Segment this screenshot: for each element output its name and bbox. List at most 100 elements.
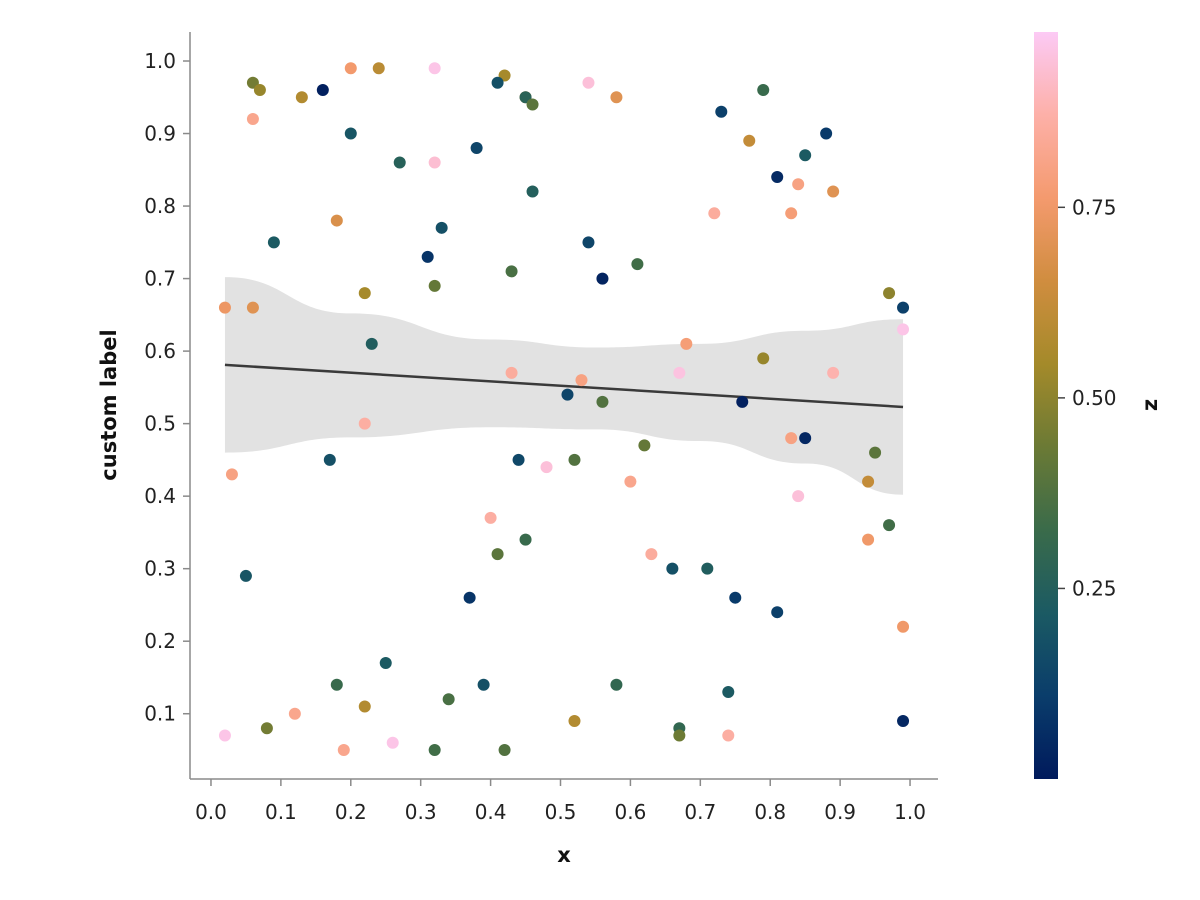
scatter-point-39 (358, 287, 371, 300)
scatter-point-81 (379, 656, 392, 669)
x-tick-label-3: 0.3 (405, 800, 437, 824)
scatter-point-68 (484, 511, 497, 524)
scatter-point-9 (393, 156, 406, 169)
x-tick-label-5: 0.5 (545, 800, 577, 824)
scatter-point-36 (596, 272, 609, 285)
x-tick-label-1: 0.1 (265, 800, 297, 824)
scatter-point-45 (365, 337, 378, 350)
y-tick-label-8: 0.9 (144, 122, 176, 146)
scatter-point-41 (246, 301, 259, 314)
scatter-point-31 (435, 221, 448, 234)
scatter-point-4 (316, 84, 329, 97)
scatter-point-65 (624, 475, 637, 488)
scatter-point-27 (785, 207, 798, 220)
axes: 0.0 0.1 0.2 0.3 0.4 0.5 0.6 0.7 0.8 0.9 1.0 0.1 0.2 0… (144, 32, 938, 824)
scatter-point-93 (897, 714, 910, 727)
scatter-point-43 (897, 301, 910, 314)
x-tick-label-8: 0.8 (754, 800, 786, 824)
scatter-point-83 (610, 678, 623, 691)
scatter-point-22 (799, 149, 812, 162)
scatter-point-33 (582, 236, 595, 249)
scatter-point-26 (827, 185, 840, 198)
scatter-point-30 (330, 214, 343, 227)
y-tick-label-3: 0.4 (144, 484, 176, 508)
scatter-point-24 (771, 171, 784, 184)
scatter-point-78 (729, 591, 742, 604)
x-tick-label-7: 0.7 (684, 800, 716, 824)
scatter-point-54 (736, 395, 749, 408)
scatter-point-56 (785, 432, 798, 445)
scatter-point-97 (337, 743, 350, 756)
y-tick-label-2: 0.3 (144, 557, 176, 581)
scatter-point-11 (470, 142, 483, 155)
y-tick-label-9: 1.0 (144, 49, 176, 73)
scatter-point-90 (260, 722, 273, 735)
scatter-point-47 (673, 366, 686, 379)
scatter-point-77 (463, 591, 476, 604)
scatter-point-57 (799, 432, 812, 445)
scatter-point-34 (421, 250, 434, 263)
scatter-point-42 (883, 287, 896, 300)
scatter-point-40 (218, 301, 231, 314)
scatter-point-28 (708, 207, 721, 220)
colorbar-title: z (1138, 399, 1162, 411)
scatter-point-95 (722, 729, 735, 742)
y-tick-label-7: 0.8 (144, 194, 176, 218)
scatter-point-74 (666, 562, 679, 575)
scatter-point-86 (722, 685, 735, 698)
scatter-point-55 (358, 417, 371, 430)
scatter-point-59 (638, 439, 651, 452)
scatter-point-20 (757, 84, 770, 97)
scatter-point-62 (568, 453, 581, 466)
scatter-point-85 (442, 693, 455, 706)
x-tick-label-4: 0.4 (475, 800, 507, 824)
scatter-point-96 (386, 736, 399, 749)
scatter-point-69 (519, 533, 532, 546)
x-tick-label-0: 0.0 (195, 800, 227, 824)
scatter-point-50 (505, 366, 518, 379)
scatter-point-48 (757, 352, 770, 365)
scatter-point-84 (477, 678, 490, 691)
y-tick-label-1: 0.2 (144, 629, 176, 653)
scatter-point-87 (358, 700, 371, 713)
x-tick-label-6: 0.6 (615, 800, 647, 824)
colorbar-tick-label-1: 0.50 (1072, 386, 1117, 410)
scatter-point-70 (491, 548, 504, 561)
scatter-point-58 (869, 446, 882, 459)
scatter-point-80 (897, 620, 910, 633)
scatter-point-60 (512, 453, 525, 466)
scatter-point-98 (428, 743, 441, 756)
scatter-point-99 (498, 743, 511, 756)
y-tick-label-4: 0.5 (144, 412, 176, 436)
y-axis-title: custom label (97, 329, 121, 480)
scatter-point-52 (561, 388, 574, 401)
x-axis-title: x (557, 843, 571, 867)
scatter-point-44 (897, 323, 910, 336)
scatter-point-63 (323, 453, 336, 466)
y-tick-label-6: 0.7 (144, 267, 176, 291)
scatter-point-3 (295, 91, 308, 104)
scatter-point-37 (631, 258, 644, 271)
scatter-point-61 (540, 461, 553, 474)
plot-area (218, 62, 910, 756)
scatter-point-51 (575, 374, 588, 387)
scatter-point-38 (428, 279, 441, 292)
scatter-point-64 (225, 468, 238, 481)
scatter-point-29 (526, 185, 539, 198)
scatter-point-94 (218, 729, 231, 742)
scatter-point-71 (645, 548, 658, 561)
scatter-point-76 (239, 569, 252, 582)
scatter-point-19 (715, 105, 728, 118)
scatter-point-67 (862, 475, 875, 488)
scatter-point-2 (246, 113, 259, 126)
y-tick-label-5: 0.6 (144, 339, 176, 363)
scatter-point-5 (344, 62, 357, 75)
scatter-point-17 (582, 76, 595, 89)
colorbar-gradient (1034, 32, 1058, 779)
scatter-point-10 (428, 156, 441, 169)
scatter-point-32 (267, 236, 280, 249)
scatter-point-13 (491, 76, 504, 89)
scatter-point-92 (673, 729, 686, 742)
x-tick-label-2: 0.2 (335, 800, 367, 824)
scatter-point-88 (288, 707, 301, 720)
